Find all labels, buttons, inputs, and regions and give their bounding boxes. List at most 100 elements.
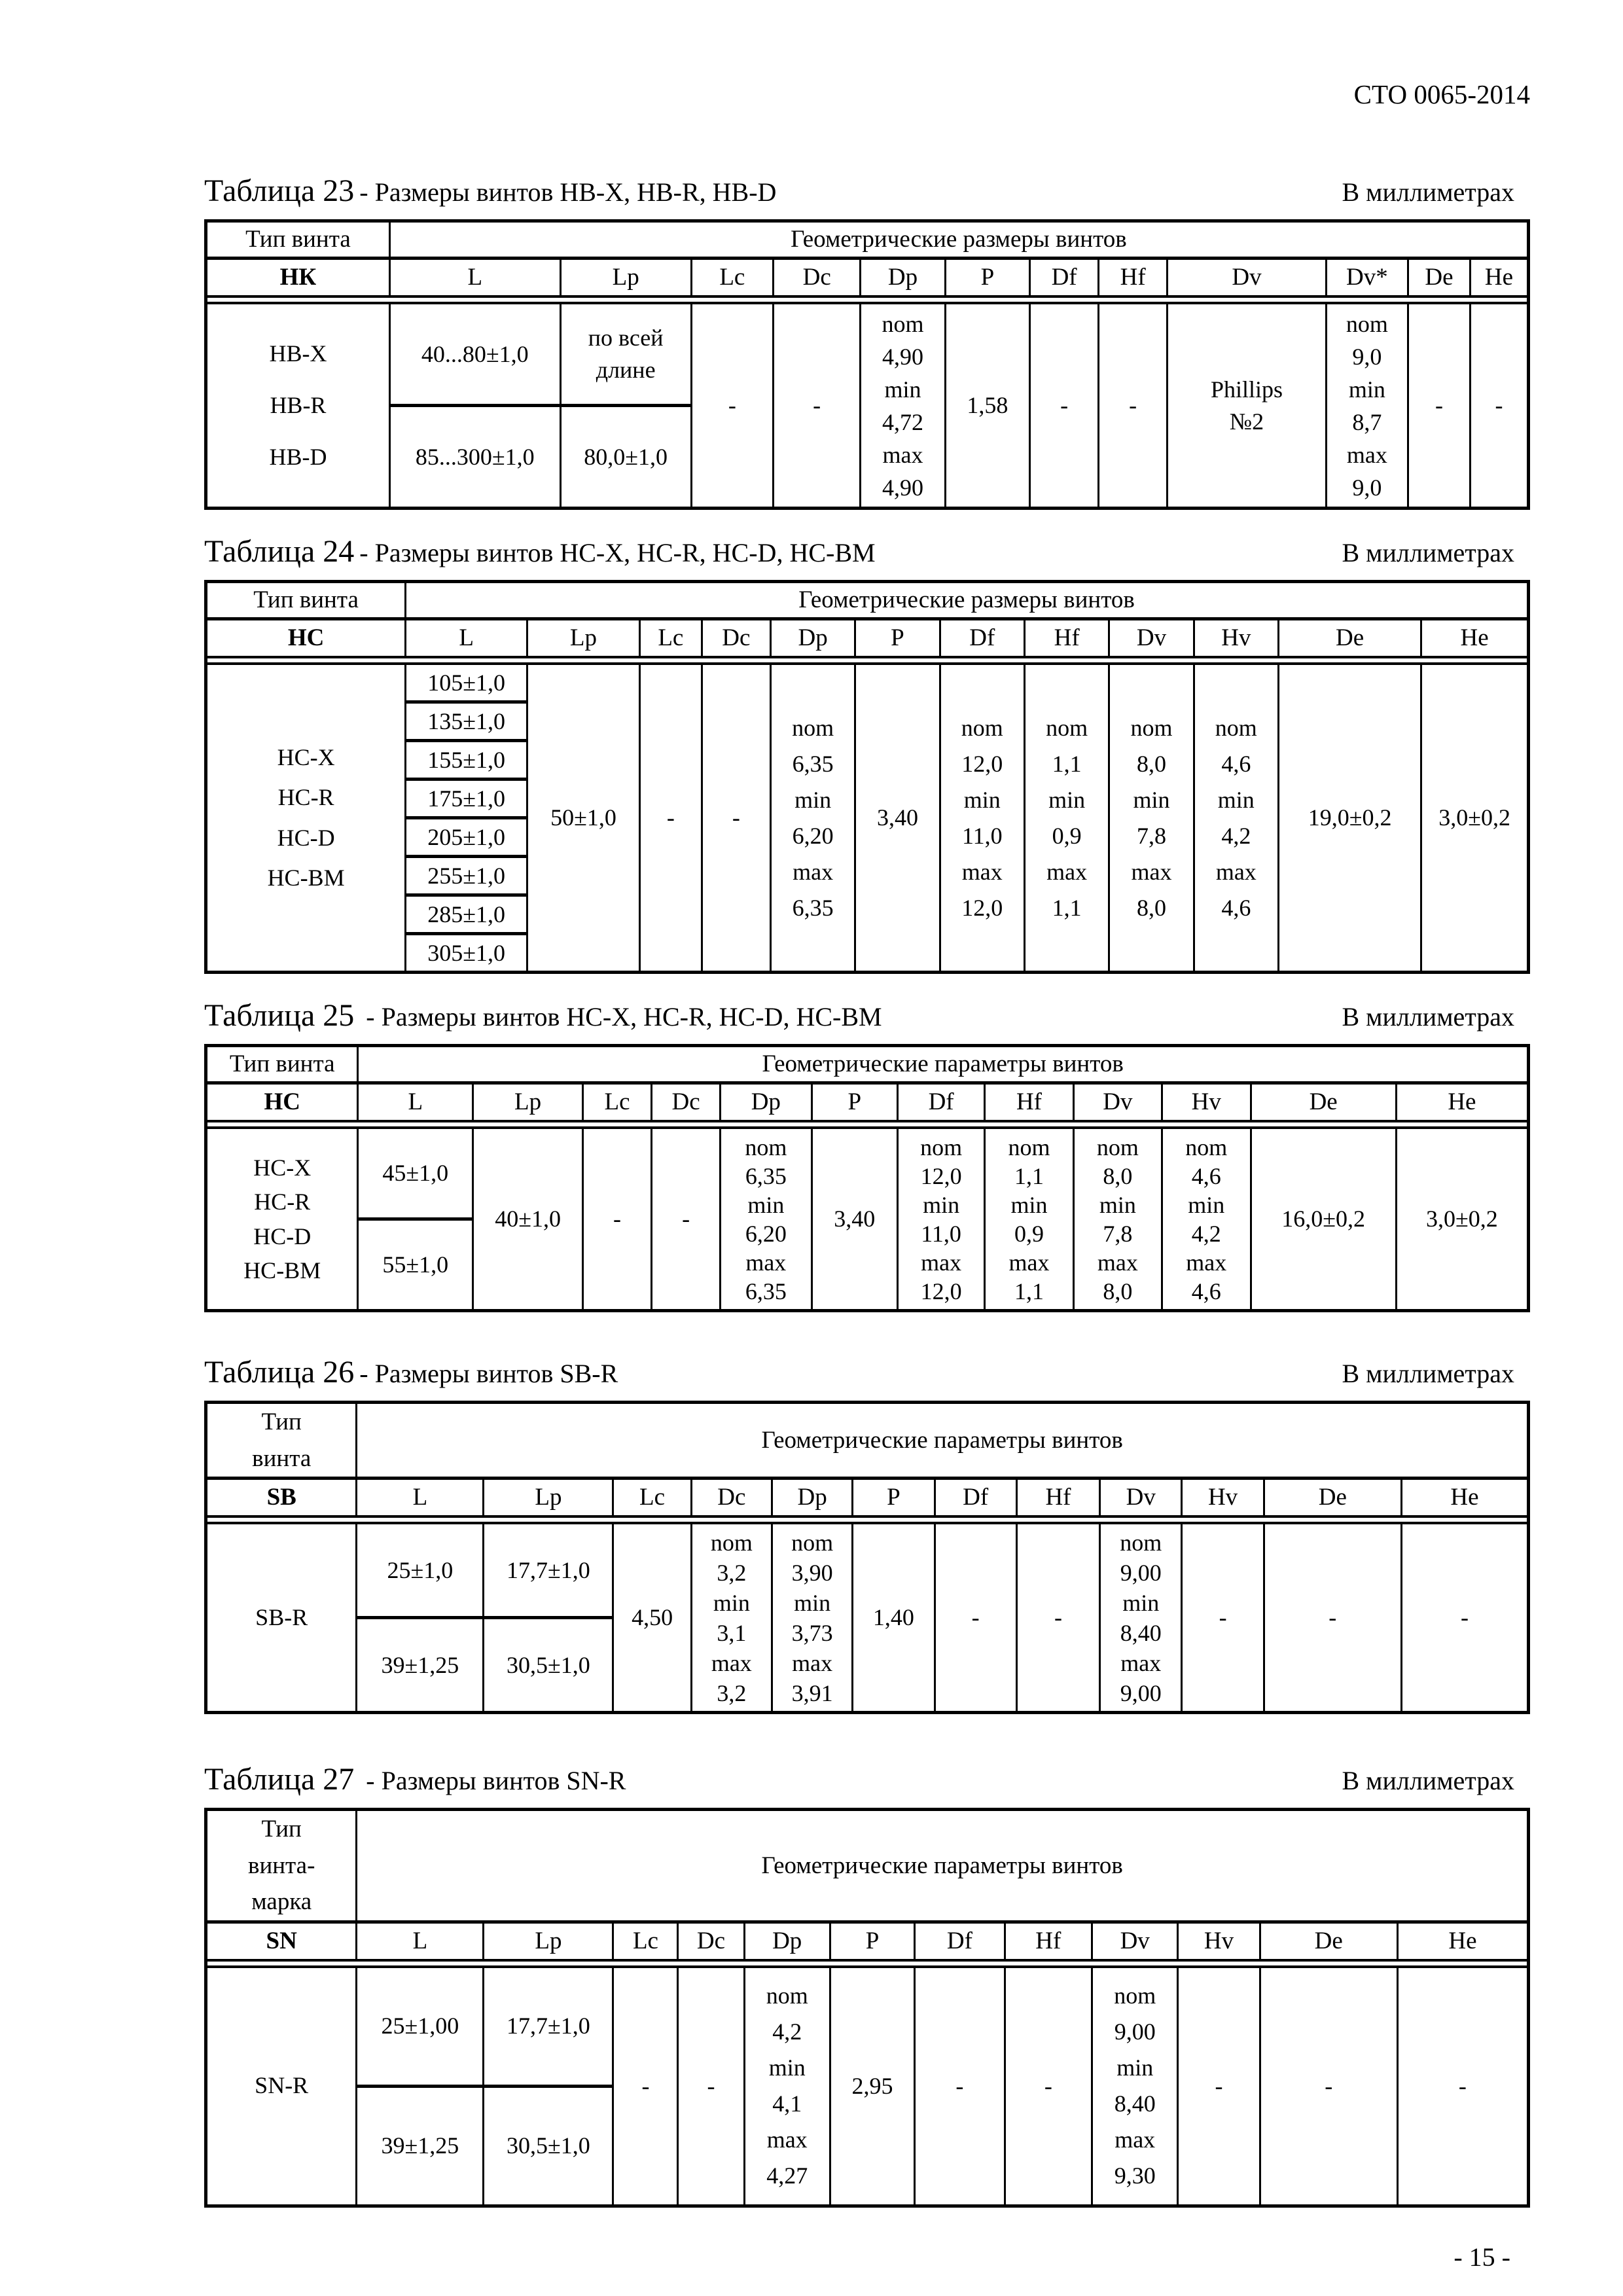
cell-Dp: nom 4,2 min 4,1 max 4,27 bbox=[743, 1965, 831, 2207]
cell-Lp: 40±1,0 bbox=[472, 1126, 584, 1312]
table25-units-label: В миллиметрах bbox=[1342, 1002, 1514, 1031]
dim-header-De: De bbox=[1249, 1082, 1397, 1122]
doc-code: СТО 0065-2014 bbox=[1353, 79, 1530, 109]
dim-header-Dc: Dc bbox=[690, 1477, 773, 1518]
type-header-cell: Тип винта bbox=[204, 581, 407, 620]
dim-header-Dp: Dp bbox=[719, 1082, 813, 1122]
series-code-cell: НС bbox=[204, 618, 407, 658]
cell-Lp: 50±1,0 bbox=[526, 662, 641, 973]
table26-caption: Таблица 26 - Размеры винтов SB-R В милли… bbox=[204, 1354, 1530, 1390]
cell-P: 1,58 bbox=[944, 302, 1031, 509]
table-row: HC-X HC-R HC-D HC-BM 105±1,0 50±1,0 - - … bbox=[204, 662, 1529, 973]
cell-P: 3,40 bbox=[810, 1126, 899, 1312]
cell-Dv: Phillips №2 bbox=[1166, 302, 1327, 509]
cell-L-1: 25±1,00 bbox=[355, 1965, 485, 2088]
table-row: HC-X HC-R HC-D HC-BM 45±1,0 40±1,0 - - n… bbox=[204, 1126, 1530, 1312]
cell-Lp-2: 30,5±1,0 bbox=[482, 2085, 615, 2207]
dim-header-Dp: Dp bbox=[859, 257, 946, 298]
double-rule bbox=[205, 656, 1529, 665]
cell-Lc: - bbox=[581, 1126, 653, 1312]
dim-header-Hv: Hv bbox=[1177, 1920, 1261, 1961]
dim-header-Dv: Dv bbox=[1099, 1477, 1183, 1518]
cell-Lc: - bbox=[690, 302, 774, 509]
dim-header-Df: Df bbox=[933, 1477, 1018, 1518]
group-header-cell: Геометрические размеры винтов bbox=[388, 220, 1530, 260]
table-row bbox=[205, 1120, 1529, 1129]
cell-Lp-1: по всей длине bbox=[559, 302, 692, 407]
cell-Lc: - bbox=[612, 1965, 679, 2207]
cell-Dv: nom 9,00 min 8,40 max 9,30 bbox=[1091, 1965, 1179, 2207]
series-code-cell: SN bbox=[204, 1920, 358, 1961]
dim-header-De: De bbox=[1407, 257, 1471, 298]
table27-caption-title: - Размеры винтов SN-R bbox=[359, 1766, 626, 1795]
dim-header-De: De bbox=[1262, 1477, 1402, 1518]
cell-Hv: - bbox=[1181, 1522, 1265, 1713]
table-row: HB-X HB-R HB-D 40...80±1,0 по всей длине… bbox=[205, 302, 1529, 509]
cell-Dv-star: nom 9,0 min 8,7 max 9,0 bbox=[1325, 302, 1410, 509]
table-row: Тип винта- марка Геометрические параметр… bbox=[204, 1808, 1529, 1924]
cell-De: - bbox=[1407, 302, 1471, 509]
cell-He: 3,0±0,2 bbox=[1395, 1126, 1530, 1312]
cell-Dc: - bbox=[677, 1965, 745, 2207]
table25-caption-title: - Размеры винтов HC-X, HC-R, HC-D, HC-BM bbox=[359, 1002, 882, 1031]
cell-Dp: nom 4,90 min 4,72 max 4,90 bbox=[859, 302, 946, 509]
cell-L-1: 45±1,0 bbox=[357, 1126, 474, 1221]
cell-L-1: 25±1,0 bbox=[355, 1522, 485, 1619]
dim-header-Df: Df bbox=[896, 1082, 986, 1122]
table-row: 39±1,25 30,5±1,0 bbox=[206, 1617, 1529, 1713]
cell-L-8: 305±1,0 bbox=[404, 933, 529, 973]
cell-Lp-2: 80,0±1,0 bbox=[559, 404, 692, 509]
double-rule bbox=[205, 1958, 1529, 1968]
dim-header-Hf: Hf bbox=[984, 1082, 1075, 1122]
dim-header-Dv: Dv bbox=[1166, 257, 1327, 298]
table25-caption: Таблица 25 - Размеры винтов HC-X, HC-R, … bbox=[204, 997, 1530, 1033]
dim-header-Lp: Lp bbox=[559, 257, 692, 298]
cell-L-2: 39±1,25 bbox=[355, 1617, 485, 1713]
table25-caption-number: Таблица 25 bbox=[204, 998, 355, 1033]
cell-Dv: nom 8,0 min 7,8 max 8,0 bbox=[1072, 1126, 1164, 1312]
cell-L-3: 155±1,0 bbox=[404, 740, 529, 781]
table27-caption-number: Таблица 27 bbox=[204, 1762, 355, 1797]
cell-De: 19,0±0,2 bbox=[1277, 662, 1423, 973]
dim-header-De: De bbox=[1258, 1920, 1399, 1961]
dim-header-Lc: Lc bbox=[581, 1082, 653, 1122]
dim-header-De: De bbox=[1277, 618, 1423, 658]
cell-Dp: nom 3,90 min 3,73 max 3,91 bbox=[770, 1522, 854, 1713]
dim-header-Dp: Dp bbox=[743, 1920, 831, 1961]
table23-caption-title: - Размеры винтов HB-X, HB-R, HB-D bbox=[359, 177, 777, 207]
screw-type-cell: HC-X HC-R HC-D HC-BM bbox=[204, 662, 407, 973]
dim-header-L: L bbox=[404, 618, 529, 658]
cell-Dp: nom 6,35 min 6,20 max 6,35 bbox=[769, 662, 857, 973]
table24-caption-title: - Размеры винтов HC-X, HC-R, HC-D, HC-BM bbox=[359, 538, 876, 567]
table-row: Тип винта Геометрические параметры винто… bbox=[204, 1045, 1529, 1085]
dim-header-Lc: Lc bbox=[612, 1920, 679, 1961]
table24-units-label: В миллиметрах bbox=[1342, 538, 1514, 567]
dim-header-Dp: Dp bbox=[770, 1477, 854, 1518]
table-row: 175±1,0 bbox=[206, 778, 1529, 819]
dim-header-Dc: Dc bbox=[677, 1920, 745, 1961]
dim-header-Dv-star: Dv* bbox=[1325, 257, 1410, 298]
cell-De: - bbox=[1262, 1522, 1402, 1713]
dim-header-Dc: Dc bbox=[700, 618, 772, 658]
cell-He: 3,0±0,2 bbox=[1420, 662, 1529, 973]
dim-header-Lp: Lp bbox=[482, 1477, 615, 1518]
table-row bbox=[205, 1515, 1529, 1524]
table-row bbox=[205, 295, 1529, 304]
cell-Hv: - bbox=[1177, 1965, 1261, 2207]
dim-header-Df: Df bbox=[938, 618, 1026, 658]
dim-header-Hf: Hf bbox=[1023, 618, 1111, 658]
table-row: 255±1,0 bbox=[206, 855, 1529, 897]
type-header-cell: Тип винта- марка bbox=[204, 1808, 358, 1924]
cell-L-7: 285±1,0 bbox=[404, 894, 529, 935]
table-row: НС L Lp Lc Dc Dp P Df Hf Dv Hv De He bbox=[204, 618, 1529, 658]
cell-L-4: 175±1,0 bbox=[404, 778, 529, 819]
group-header-cell: Геометрические параметры винтов bbox=[357, 1045, 1529, 1085]
table-row bbox=[205, 1958, 1529, 1968]
type-header-cell: Тип винта bbox=[204, 1045, 359, 1085]
table-row: 155±1,0 bbox=[206, 740, 1529, 781]
type-header-cell: Тип винта bbox=[205, 220, 391, 260]
cell-Df: - bbox=[933, 1522, 1018, 1713]
table-row: SN L Lp Lc Dc Dp P Df Hf Dv Hv De He bbox=[204, 1920, 1530, 1961]
dim-header-Df: Df bbox=[914, 1920, 1006, 1961]
dim-header-Dv: Dv bbox=[1072, 1082, 1164, 1122]
